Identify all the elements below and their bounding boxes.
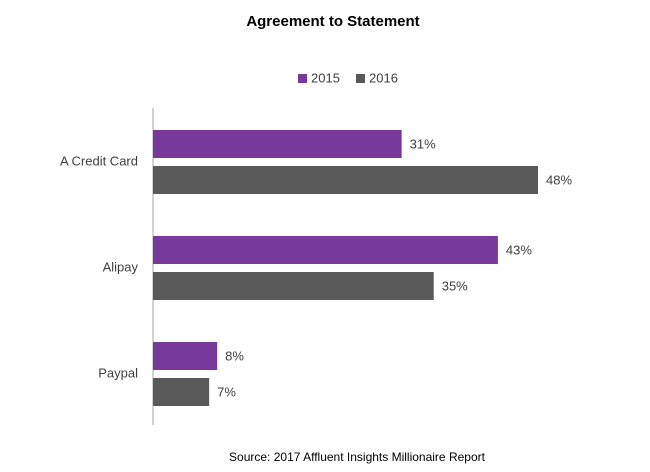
legend-label: 2016	[369, 70, 398, 85]
data-label: 8%	[225, 348, 244, 363]
category-label: Alipay	[103, 259, 139, 274]
bar	[153, 166, 538, 194]
bar	[153, 342, 218, 370]
data-label: 35%	[442, 278, 468, 293]
source-note: Source: 2017 Affluent Insights Millionai…	[229, 450, 486, 464]
data-label: 7%	[217, 384, 236, 399]
bar	[153, 236, 498, 264]
data-label: 43%	[506, 242, 532, 257]
data-label: 31%	[410, 136, 436, 151]
bar	[153, 378, 210, 406]
bar	[153, 272, 434, 300]
bar	[153, 130, 402, 158]
legend-label: 2015	[311, 70, 340, 85]
category-label: Paypal	[98, 365, 138, 380]
legend-swatch	[356, 74, 365, 83]
category-label: A Credit Card	[60, 153, 138, 168]
legend-swatch	[298, 74, 307, 83]
data-label: 48%	[546, 172, 572, 187]
chart-title: Agreement to Statement	[246, 13, 419, 30]
